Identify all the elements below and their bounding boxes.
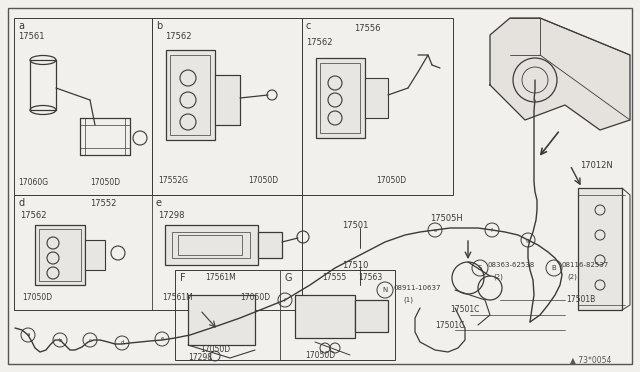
Text: 17060G: 17060G: [18, 177, 48, 186]
Text: f: f: [491, 228, 493, 232]
Text: S: S: [478, 265, 482, 271]
Text: 17501: 17501: [342, 221, 369, 230]
Bar: [258, 232, 282, 258]
Text: b: b: [156, 21, 163, 31]
Bar: [152, 18, 302, 195]
Text: 17561: 17561: [18, 32, 45, 41]
Text: 17050D: 17050D: [200, 346, 230, 355]
Text: 17552: 17552: [90, 199, 116, 208]
Text: 17050D: 17050D: [240, 294, 270, 302]
Text: (2): (2): [567, 274, 577, 280]
Bar: [172, 232, 250, 258]
Text: 17552G: 17552G: [158, 176, 188, 185]
Bar: [175, 270, 395, 360]
Text: 17556: 17556: [354, 23, 381, 32]
Text: 17050D: 17050D: [248, 176, 278, 185]
Text: 17562: 17562: [20, 211, 47, 219]
Text: c: c: [306, 21, 312, 31]
Bar: [170, 55, 210, 135]
Text: d: d: [18, 198, 24, 208]
Bar: [35, 225, 85, 285]
Text: 08116-82537: 08116-82537: [562, 262, 609, 268]
Bar: [166, 50, 215, 140]
Bar: [215, 75, 240, 125]
Text: b: b: [58, 337, 61, 343]
Text: e: e: [433, 228, 436, 232]
Bar: [316, 58, 365, 138]
Bar: [39, 229, 81, 281]
Text: 17050D: 17050D: [90, 177, 120, 186]
Bar: [320, 63, 360, 133]
Text: 17298: 17298: [158, 211, 184, 219]
Bar: [365, 78, 388, 118]
Text: F: F: [180, 273, 186, 283]
Bar: [355, 300, 388, 332]
Bar: [578, 188, 622, 310]
Text: (2): (2): [493, 274, 503, 280]
Text: 08363-62538: 08363-62538: [488, 262, 535, 268]
Text: 08911-10637: 08911-10637: [394, 285, 442, 291]
Text: g: g: [526, 237, 530, 243]
Text: 17510: 17510: [342, 260, 369, 269]
Text: 17555: 17555: [322, 273, 346, 282]
Text: 17501C: 17501C: [450, 305, 479, 314]
Text: 17562: 17562: [306, 38, 333, 46]
Text: 17050D: 17050D: [22, 294, 52, 302]
Text: 17501C: 17501C: [435, 321, 465, 330]
Bar: [188, 295, 255, 345]
Text: 17562: 17562: [165, 32, 191, 41]
Text: 17050D: 17050D: [376, 176, 406, 185]
Bar: [14, 195, 302, 310]
Text: 17012N: 17012N: [580, 160, 612, 170]
Text: a: a: [18, 21, 24, 31]
Bar: [85, 240, 105, 270]
Text: 17501B: 17501B: [566, 295, 595, 305]
Text: f: f: [284, 298, 286, 302]
Text: 17563: 17563: [358, 273, 382, 282]
Bar: [295, 295, 355, 338]
Text: 17561M: 17561M: [205, 273, 236, 282]
Bar: [165, 225, 258, 265]
Bar: [178, 235, 242, 255]
Bar: [302, 18, 453, 195]
Text: 17298: 17298: [188, 353, 212, 362]
Text: 17050D: 17050D: [305, 350, 335, 359]
Text: a: a: [26, 333, 29, 337]
Text: G: G: [285, 273, 292, 283]
Text: (1): (1): [403, 297, 413, 303]
Text: e: e: [160, 337, 164, 341]
Text: B: B: [552, 265, 556, 271]
Text: c: c: [88, 337, 92, 343]
Text: ▲ 73*0054: ▲ 73*0054: [570, 356, 611, 365]
Text: e: e: [156, 198, 162, 208]
Text: 17505H: 17505H: [430, 214, 463, 222]
Text: d: d: [120, 340, 124, 346]
Text: 17561M: 17561M: [162, 294, 193, 302]
Polygon shape: [490, 18, 630, 130]
Bar: [14, 18, 152, 195]
Text: N: N: [382, 287, 388, 293]
